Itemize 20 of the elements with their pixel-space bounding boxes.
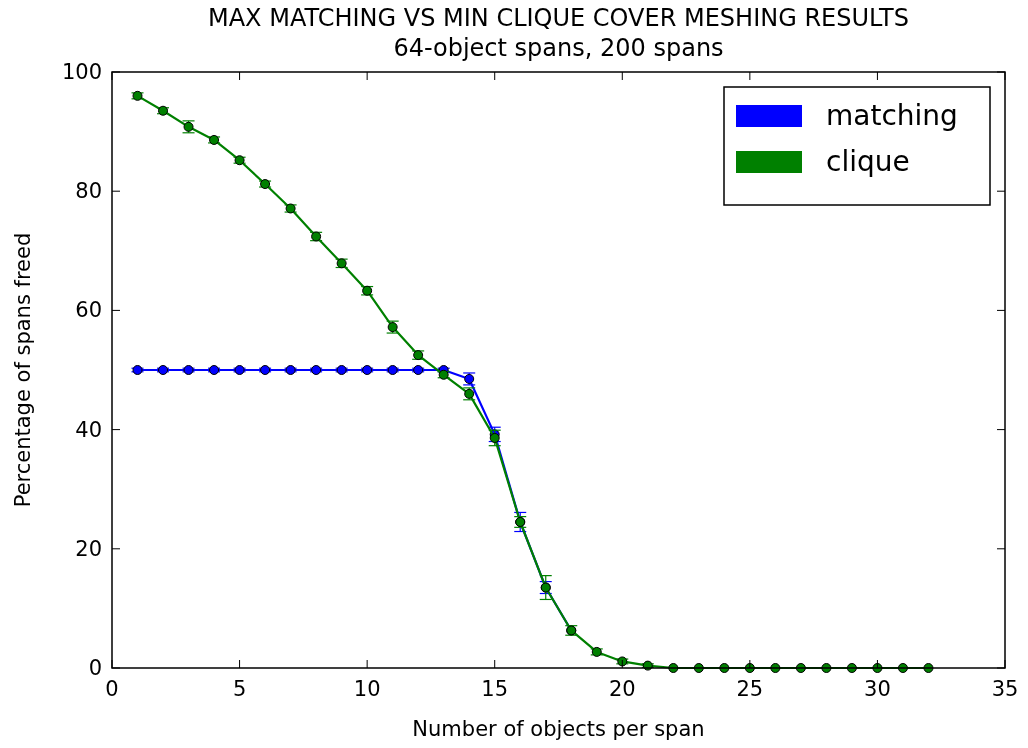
x-tick-label: 30 [864,677,891,701]
y-tick-label: 20 [75,536,102,561]
y-tick-label: 100 [61,60,102,84]
chart-title: MAX MATCHING VS MIN CLIQUE COVER MESHING RESULTS [207,4,910,32]
x-tick-label: 35 [991,677,1019,701]
chart-subtitle: 64-object spans, 200 spans [393,34,724,62]
x-axis-title: Number of objects per span [412,717,705,741]
y-tick-label: 80 [75,179,102,204]
y-tick-label: 0 [88,656,102,680]
legend-label: clique [826,145,910,178]
x-tick-label: 20 [608,677,636,701]
x-tick-label: 15 [481,677,509,701]
x-tick-label: 5 [232,677,247,701]
y-tick-label: 40 [75,417,102,442]
legend-label: matching [826,99,958,132]
x-tick-label: 0 [105,677,119,701]
y-axis-title: Percentage of spans freed [11,232,35,508]
y-tick-label: 60 [75,298,102,323]
x-tick-label: 25 [736,677,764,701]
x-tick-label: 10 [353,677,381,701]
